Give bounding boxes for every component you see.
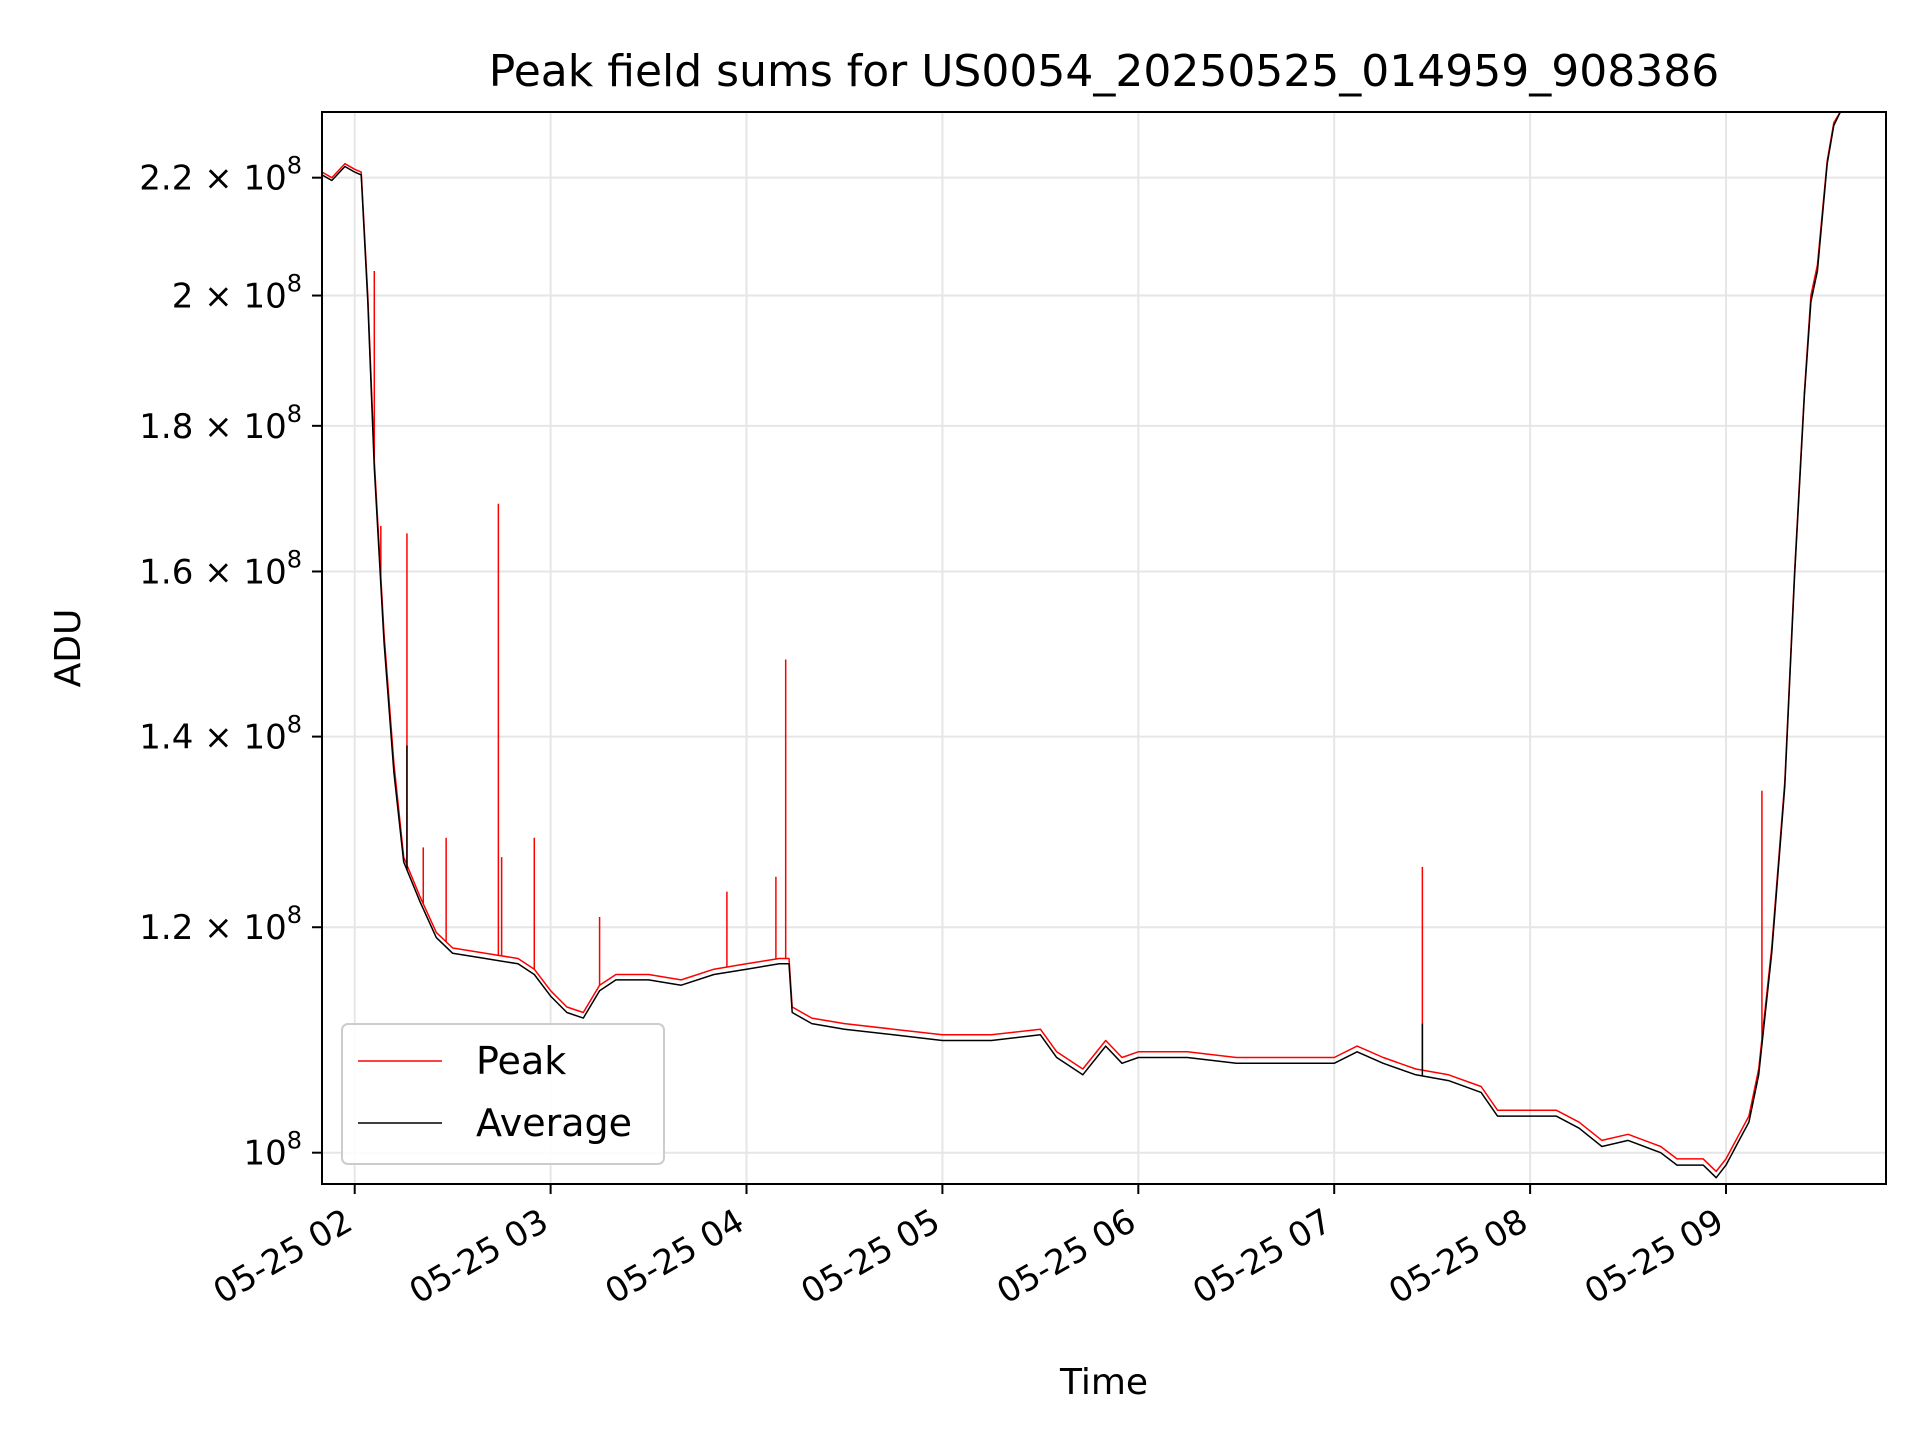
legend-label-average: Average: [476, 1101, 632, 1145]
series-line-peak: [322, 112, 1841, 1173]
plot-area: [322, 112, 1841, 1179]
y-tick-label: 1.8 × 108: [139, 400, 302, 447]
grid: [322, 112, 1886, 1184]
x-tick-label: 05-25 09: [1578, 1201, 1730, 1312]
x-tick-label: 05-25 03: [403, 1201, 555, 1312]
y-tick-exponent: 8: [287, 400, 302, 428]
x-tick-label: 05-25 07: [1186, 1201, 1338, 1312]
y-tick-exponent: 8: [287, 1127, 302, 1155]
legend-label-peak: Peak: [476, 1039, 566, 1083]
y-tick-exponent: 8: [287, 545, 302, 573]
y-tick-label: 1.6 × 108: [139, 545, 302, 592]
y-tick-label: 2 × 108: [172, 270, 302, 317]
y-tick-exponent: 8: [287, 711, 302, 739]
legend-box: [341, 1023, 665, 1165]
plot-frame: [321, 111, 1887, 1185]
x-tick-label: 05-25 06: [990, 1201, 1142, 1312]
series-layer: [322, 112, 1841, 1179]
y-tick-label: 108: [243, 1127, 302, 1174]
x-tick-label: 05-25 02: [207, 1201, 359, 1312]
y-tick-label: 1.4 × 108: [139, 711, 302, 758]
x-axis-label: Time: [1059, 1362, 1148, 1403]
x-tick-label: 05-25 08: [1382, 1201, 1534, 1312]
y-tick-exponent: 8: [287, 901, 302, 929]
x-axis: 05-25 02 05-25 03 05-25 04 05-25 05 05-25 06…: [207, 1184, 1731, 1312]
legend: Peak Average: [341, 1023, 665, 1165]
x-tick-label: 05-25 04: [599, 1201, 751, 1312]
chart-title: Peak field sums for US0054_20250525_0149…: [489, 46, 1719, 97]
y-tick-label: 2.2 × 108: [139, 152, 302, 199]
y-tick-exponent: 8: [287, 270, 302, 298]
x-tick-label: 05-25 05: [795, 1201, 947, 1312]
y-tick-exponent: 8: [287, 152, 302, 180]
y-axis-label: ADU: [48, 609, 89, 688]
y-axis: 108 1.2 × 108 1.4 × 108 1.6 × 108 1.8 × 108 2…: [139, 152, 322, 1174]
y-tick-label: 1.2 × 108: [139, 901, 302, 948]
series-line-average: [322, 112, 1841, 1179]
